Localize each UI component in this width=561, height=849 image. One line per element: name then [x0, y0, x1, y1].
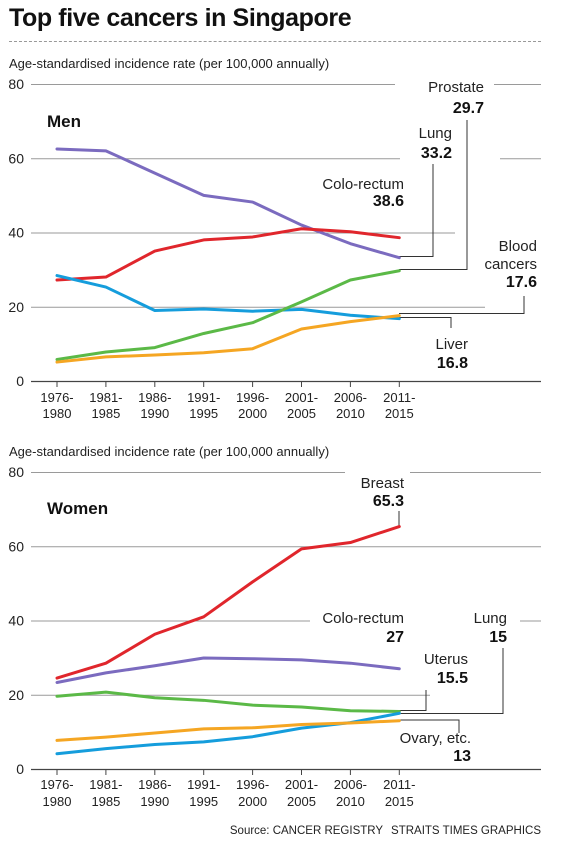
label-leader-line — [399, 296, 525, 314]
y-tick-label: 80 — [8, 76, 24, 92]
panel-title: Men — [47, 112, 81, 131]
series-line-breast — [55, 525, 401, 680]
y-tick-label: 80 — [8, 464, 24, 480]
gridline-gap — [395, 82, 494, 86]
gridline-gap — [400, 156, 500, 160]
series-value-colo-rectum: 38.6 — [373, 193, 404, 210]
series-label-blood-cancers: cancers — [484, 256, 537, 273]
series-line-uterus — [55, 690, 401, 713]
series-label-prostate: Prostate — [428, 79, 484, 96]
y-tick-label: 60 — [8, 538, 24, 554]
x-tick-label: 2015 — [385, 794, 414, 809]
source-line: Source: CANCER REGISTRY STRAITS TIMES GRA… — [222, 825, 541, 837]
gridline-gap — [455, 230, 541, 234]
series-line-lung — [55, 711, 401, 756]
series-label-colo-rectum: Colo-rectum — [322, 610, 404, 627]
series-line-blood-cancers — [55, 314, 401, 364]
label-leader-line — [399, 719, 460, 733]
series-line-colo-rectum — [55, 227, 401, 282]
page-title: Top five cancers in Singapore — [9, 4, 352, 32]
x-tick-label: 1991- — [187, 777, 220, 792]
x-tick-label: 1981- — [89, 390, 122, 405]
series-label-uterus: Uterus — [424, 651, 468, 668]
x-tick-label: 1980 — [43, 406, 72, 421]
x-tick-label: 1996- — [236, 390, 269, 405]
series-label-liver: Liver — [435, 336, 468, 353]
series-label-lung: Lung — [419, 125, 452, 142]
panel-title: Women — [47, 499, 108, 518]
x-tick-label: 2006- — [334, 777, 367, 792]
x-tick-label: 2015 — [385, 406, 414, 421]
x-tick-label: 2011- — [383, 390, 415, 405]
y-tick-label: 0 — [16, 373, 24, 389]
series-value-uterus: 15.5 — [437, 670, 468, 687]
x-tick-label: 2001- — [285, 777, 318, 792]
label-leader-line — [399, 120, 468, 270]
x-tick-label: 1996- — [236, 777, 269, 792]
series-value-breast: 65.3 — [373, 493, 404, 510]
x-tick-label: 1986- — [138, 390, 171, 405]
label-leader-line — [399, 690, 427, 711]
y-axis-label: Age-standardised incidence rate (per 100… — [9, 444, 329, 459]
x-tick-label: 1981- — [89, 777, 122, 792]
x-tick-label: 1980 — [43, 794, 72, 809]
gridline-gap — [430, 692, 541, 696]
x-tick-label: 2006- — [334, 390, 367, 405]
x-tick-label: 1990 — [140, 794, 169, 809]
x-tick-label: 1976- — [40, 390, 73, 405]
series-label-colo-rectum: Colo-rectum — [322, 176, 404, 193]
series-label-breast: Breast — [361, 475, 405, 492]
label-leader-line — [399, 164, 434, 257]
y-axis-label: Age-standardised incidence rate (per 100… — [9, 56, 329, 71]
x-tick-label: 1995 — [189, 794, 218, 809]
series-line-liver — [55, 274, 401, 321]
gridline-gap — [345, 470, 410, 474]
x-tick-label: 2011- — [383, 777, 415, 792]
x-tick-label: 1985 — [91, 406, 120, 421]
y-tick-label: 0 — [16, 761, 24, 777]
series-value-lung: 15 — [489, 629, 507, 646]
credit-text: STRAITS TIMES GRAPHICS — [391, 825, 541, 837]
series-value-lung: 33.2 — [421, 145, 452, 162]
series-label-lung: Lung — [474, 610, 507, 627]
x-tick-label: 2000 — [238, 794, 267, 809]
series-value-ovary-etc: 13 — [453, 748, 471, 765]
series-line-ovary-etc — [55, 719, 401, 742]
series-value-prostate: 29.7 — [453, 100, 484, 117]
x-tick-label: 2000 — [238, 406, 267, 421]
x-tick-label: 2005 — [287, 794, 316, 809]
x-tick-label: 1991- — [187, 390, 220, 405]
y-tick-label: 20 — [8, 687, 24, 703]
x-tick-label: 2001- — [285, 390, 318, 405]
x-tick-label: 1995 — [189, 406, 218, 421]
source-text: Source: CANCER REGISTRY — [229, 825, 384, 837]
series-line-lung — [55, 147, 401, 260]
gridline-gap — [485, 304, 541, 308]
series-value-colo-rectum: 27 — [386, 629, 404, 646]
series-value-blood-cancers: 17.6 — [506, 274, 537, 291]
series-line-colo-rectum — [55, 656, 401, 684]
series-value-liver: 16.8 — [437, 355, 468, 372]
x-tick-label: 1985 — [91, 794, 120, 809]
x-tick-label: 2010 — [336, 794, 365, 809]
y-tick-label: 60 — [8, 150, 24, 166]
x-tick-label: 2010 — [336, 406, 365, 421]
gridline-gap — [310, 618, 520, 622]
y-tick-label: 40 — [8, 225, 24, 241]
label-leader-line — [399, 317, 452, 328]
x-tick-label: 1990 — [140, 406, 169, 421]
label-leader-line — [399, 648, 504, 714]
y-tick-label: 40 — [8, 613, 24, 629]
y-tick-label: 20 — [8, 299, 24, 315]
x-tick-label: 1986- — [138, 777, 171, 792]
series-label-blood-cancers: Blood — [499, 238, 537, 255]
series-line-prostate — [55, 269, 401, 361]
title-divider — [9, 41, 541, 42]
x-tick-label: 1976- — [40, 777, 73, 792]
series-label-ovary-etc: Ovary, etc. — [400, 730, 471, 747]
x-tick-label: 2005 — [287, 406, 316, 421]
